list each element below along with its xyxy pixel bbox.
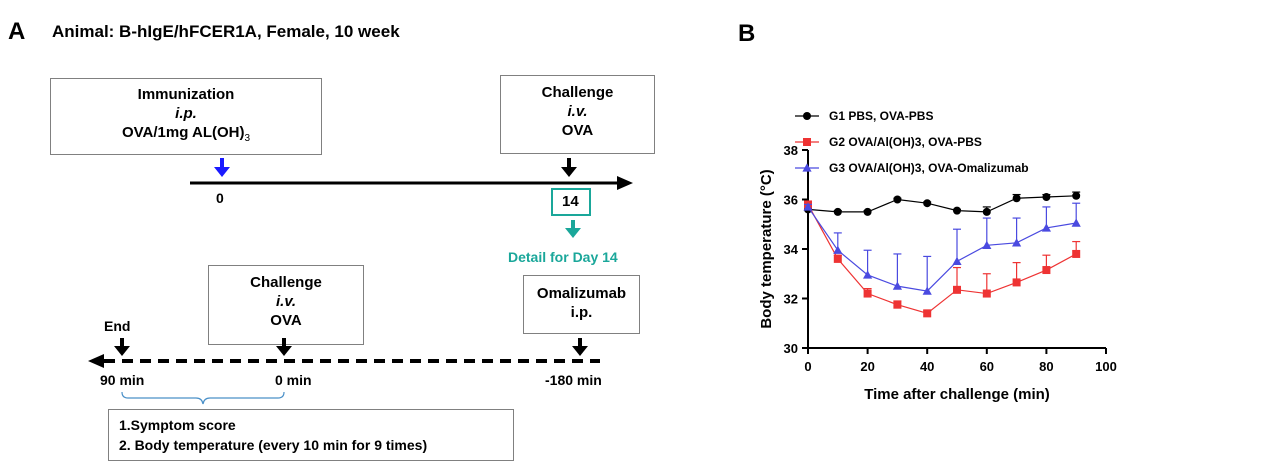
y-tick-label: 34 xyxy=(784,242,799,257)
data-point-s3 xyxy=(863,270,873,279)
challenge-bottom-agent: OVA xyxy=(270,312,302,329)
detail-arrow-head xyxy=(565,228,581,238)
data-point-s2 xyxy=(923,309,932,318)
body-temperature-chart: 30 32 34 36 38 0 20 40 60 80 100 Time after challen… xyxy=(758,109,1117,403)
data-point-s3 xyxy=(833,245,843,254)
challenge-top-agent: OVA xyxy=(561,122,594,139)
readout-body-temperature: 2. Body temperature (every 10 min for 9 … xyxy=(119,437,428,453)
end-label: End xyxy=(104,318,131,334)
data-point-s2 xyxy=(893,300,902,309)
panel-a-title: Animal: B-hIgE/hFCER1A, Female, 10 week xyxy=(52,22,400,41)
data-point-s1 xyxy=(953,206,961,215)
end-arrow-head xyxy=(114,346,130,356)
data-point-s3 xyxy=(1071,218,1081,227)
data-point-s2 xyxy=(1072,249,1081,258)
immunization-route: i.p. xyxy=(175,105,197,122)
x-tick-label: 20 xyxy=(860,359,874,374)
legend-label-s3: G3 OVA/Al(OH)3, OVA-Omalizumab xyxy=(829,161,1029,175)
t90-label: 90 min xyxy=(100,372,145,388)
day14-box xyxy=(551,188,591,216)
data-point-s1 xyxy=(1012,194,1021,203)
day14-label: 14 xyxy=(562,193,579,210)
legend-marker-s3 xyxy=(802,163,812,172)
panel-a-letter: A xyxy=(8,18,26,45)
x-tick-label: 80 xyxy=(1039,359,1053,374)
series-line-s2 xyxy=(807,204,1077,315)
y-axis-label: Body temperature (°C) xyxy=(758,169,775,328)
omalizumab-title: Omalizumab xyxy=(536,285,627,302)
readouts-box: 1.Symptom score 2. Body temperature (eve… xyxy=(108,409,514,461)
y-tick-label: 38 xyxy=(784,143,798,158)
challenge-top-route: i.v. xyxy=(567,103,588,120)
x-tick-label: 60 xyxy=(980,359,994,374)
legend-label-s1: G1 PBS, OVA-PBS xyxy=(829,109,933,123)
readout-bracket xyxy=(121,391,285,405)
data-point-s1 xyxy=(1072,191,1081,200)
data-point-s3 xyxy=(922,286,932,295)
data-point-s3 xyxy=(982,240,992,249)
data-point-s1 xyxy=(982,207,991,216)
x-axis-label: Time after challenge (min) xyxy=(864,386,1050,403)
main-timeline-arrowhead xyxy=(617,176,633,190)
y-tick-label: 36 xyxy=(784,193,798,208)
readout-symptom-score: 1.Symptom score xyxy=(119,417,236,433)
series-line-s1 xyxy=(807,195,1077,213)
data-point-s2 xyxy=(982,289,991,298)
detail-day14-label: Detail for Day 14 xyxy=(508,249,618,265)
day0-label: 0 xyxy=(216,190,224,206)
omalizumab-arrow-head xyxy=(572,346,588,356)
data-point-s2 xyxy=(1042,266,1051,275)
t180-label: -180 min xyxy=(545,372,602,388)
data-point-s1 xyxy=(923,199,932,208)
x-tick-label: 0 xyxy=(804,359,811,374)
data-point-s3 xyxy=(892,281,902,290)
immunization-dose-subscript: 3 xyxy=(244,133,251,144)
challenge-top-title: Challenge xyxy=(541,84,614,101)
series-line-s3 xyxy=(807,206,1077,292)
data-point-s2 xyxy=(1012,278,1021,287)
y-tick-label: 30 xyxy=(784,341,798,356)
legend-marker-s2 xyxy=(803,138,811,146)
omalizumab-box: Omalizumab i.p. xyxy=(523,275,640,334)
data-point-s3 xyxy=(1041,223,1051,232)
legend-label-s2: G2 OVA/Al(OH)3, OVA-PBS xyxy=(829,135,982,149)
data-point-s2 xyxy=(833,254,842,263)
data-point-s1 xyxy=(893,195,902,204)
x-tick-label: 100 xyxy=(1095,359,1117,374)
immunization-box: Immunization i.p. OVA/1mg AL(OH)3 xyxy=(50,78,322,155)
challenge-bottom-route: i.v. xyxy=(275,293,297,310)
data-point-s3 xyxy=(803,202,813,211)
challenge-bottom-title: Challenge xyxy=(250,274,322,291)
data-point-s3 xyxy=(952,256,962,266)
t0-label: 0 min xyxy=(275,372,312,388)
challenge-top-arrow-head xyxy=(561,167,577,177)
challenge-top-box: Challenge i.v. OVA xyxy=(500,75,655,154)
data-point-s1 xyxy=(863,207,872,216)
data-point-s2 xyxy=(863,289,872,298)
panel-a-timeline-graphics xyxy=(88,158,633,405)
detail-timeline-arrowhead xyxy=(88,354,104,368)
legend-marker-s1 xyxy=(803,112,811,120)
immunization-arrow-head xyxy=(214,167,230,177)
immunization-title: Immunization xyxy=(137,86,235,103)
challenge-bottom-arrow-head xyxy=(276,346,292,356)
immunization-dose: OVA/1mg AL(OH)3 xyxy=(51,123,321,148)
panel-b-letter: B xyxy=(738,20,756,47)
data-point-s1 xyxy=(1042,193,1051,202)
immunization-dose-text: OVA/1mg AL(OH) xyxy=(121,124,245,141)
data-point-s2 xyxy=(953,285,961,294)
data-point-s1 xyxy=(833,207,842,216)
omalizumab-route: i.p. xyxy=(570,304,593,321)
y-tick-label: 32 xyxy=(784,292,798,307)
data-point-s3 xyxy=(1012,238,1022,247)
x-tick-label: 40 xyxy=(920,359,934,374)
